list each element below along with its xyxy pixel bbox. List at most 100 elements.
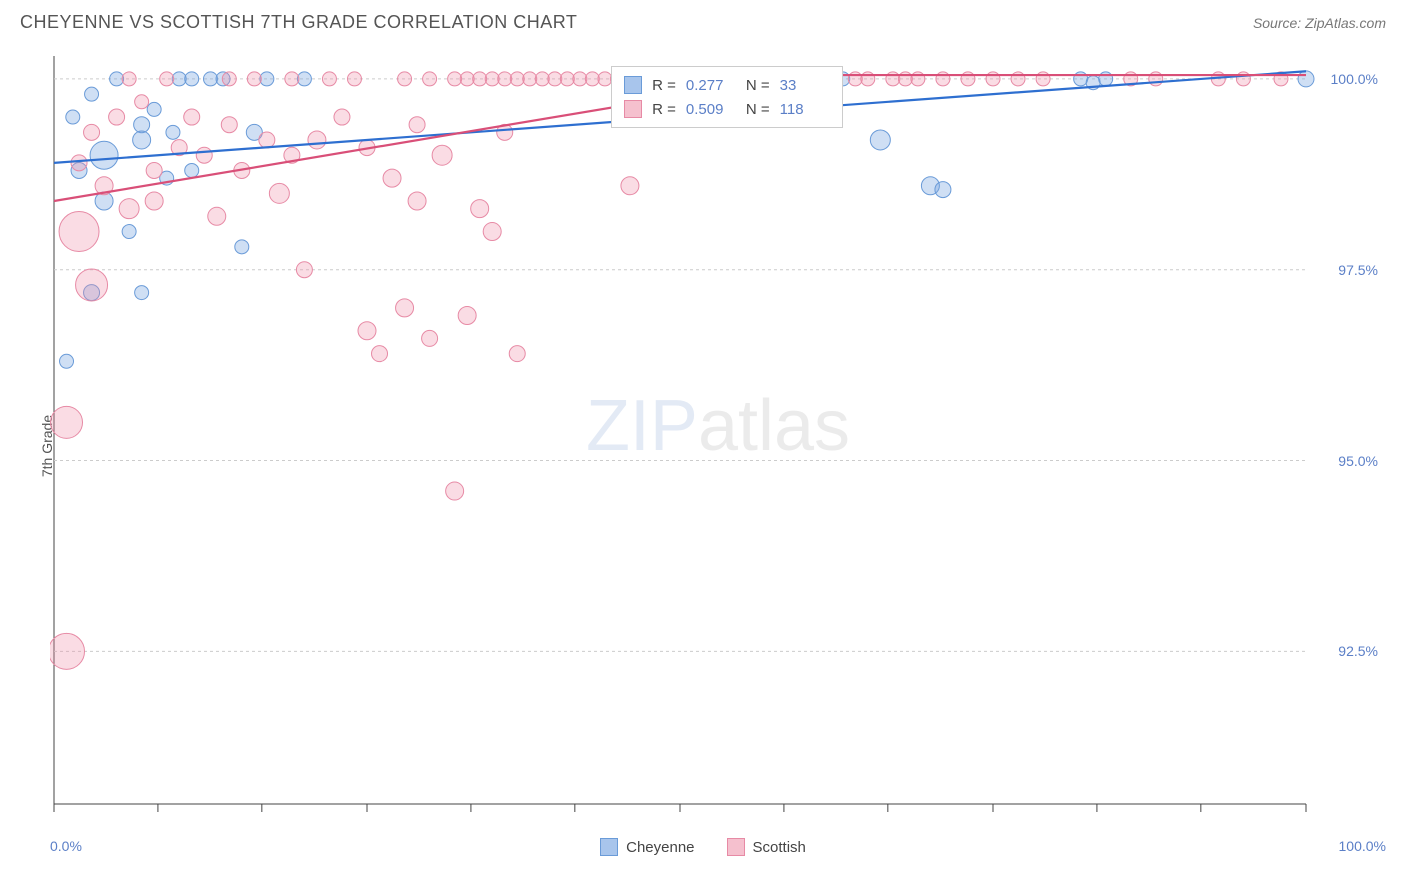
data-point [398, 72, 412, 86]
data-point [260, 72, 274, 86]
data-point [196, 147, 212, 163]
data-point [135, 95, 149, 109]
data-point [458, 307, 476, 325]
data-point [573, 72, 587, 86]
data-point [560, 72, 574, 86]
data-point [285, 72, 299, 86]
y-tick-label: 97.5% [1338, 262, 1378, 278]
data-point [548, 72, 562, 86]
data-point [50, 633, 85, 669]
data-point [51, 406, 83, 438]
data-point [372, 346, 388, 362]
data-point [347, 72, 361, 86]
data-point [185, 163, 199, 177]
stat-n-value: 118 [780, 101, 830, 118]
data-point [71, 155, 87, 171]
data-point [119, 199, 139, 219]
data-point [483, 223, 501, 241]
data-point [334, 109, 350, 125]
source-label: Source: ZipAtlas.com [1253, 15, 1386, 31]
data-point [498, 72, 512, 86]
data-point [85, 87, 99, 101]
data-point [146, 162, 162, 178]
legend-swatch [624, 76, 642, 94]
stat-r-label: R = [652, 101, 676, 118]
legend-row: R = 0.509 N = 118 [624, 97, 830, 121]
data-point [523, 72, 537, 86]
data-point [160, 72, 174, 86]
data-point [247, 72, 261, 86]
data-point [358, 322, 376, 340]
data-point [66, 110, 80, 124]
data-point [110, 72, 124, 86]
data-point [259, 132, 275, 148]
stat-n-value: 33 [780, 77, 830, 94]
data-point [135, 286, 149, 300]
data-point [76, 269, 108, 301]
chart-area: ZIPatlas R =0.277N =33R =0.509N =118 100… [50, 52, 1386, 832]
data-point [208, 207, 226, 225]
data-point [585, 72, 599, 86]
data-point [598, 72, 612, 86]
legend-swatch [727, 838, 745, 856]
stat-n-label: N = [746, 101, 770, 118]
legend-label: Cheyenne [626, 839, 694, 856]
stat-r-value: 0.509 [686, 101, 736, 118]
data-point [222, 72, 236, 86]
data-point [297, 72, 311, 86]
legend-item: Scottish [727, 838, 806, 856]
data-point [621, 177, 639, 195]
data-point [235, 240, 249, 254]
data-point [485, 72, 499, 86]
data-point [59, 212, 99, 252]
data-point [172, 72, 186, 86]
data-point [204, 72, 218, 86]
data-point [133, 131, 151, 149]
data-point [134, 117, 150, 133]
data-point [509, 346, 525, 362]
data-point [122, 72, 136, 86]
data-point [296, 262, 312, 278]
data-point [535, 72, 549, 86]
data-point [185, 72, 199, 86]
data-point [166, 125, 180, 139]
data-point [122, 225, 136, 239]
data-point [409, 117, 425, 133]
data-point [269, 183, 289, 203]
data-point [145, 192, 163, 210]
data-point [396, 299, 414, 317]
data-point [60, 354, 74, 368]
legend-row: R =0.277N =33 [624, 73, 830, 97]
data-point [870, 130, 890, 150]
data-point [308, 131, 326, 149]
data-point [510, 72, 524, 86]
data-point [423, 72, 437, 86]
data-point [446, 482, 464, 500]
y-tick-label: 95.0% [1338, 453, 1378, 469]
data-point [471, 200, 489, 218]
data-point [448, 72, 462, 86]
data-point [109, 109, 125, 125]
data-point [1298, 71, 1314, 87]
data-point [935, 182, 951, 198]
data-point [147, 102, 161, 116]
stat-r-label: R = [652, 77, 676, 94]
data-point [408, 192, 426, 210]
chart-title: CHEYENNE VS SCOTTISH 7TH GRADE CORRELATI… [20, 12, 577, 33]
data-point [460, 72, 474, 86]
legend-label: Scottish [753, 839, 806, 856]
legend-swatch [624, 100, 642, 118]
data-point [383, 169, 401, 187]
data-point [221, 117, 237, 133]
data-point [84, 124, 100, 140]
stat-r-value: 0.277 [686, 77, 736, 94]
data-point [184, 109, 200, 125]
y-tick-label: 100.0% [1331, 71, 1378, 87]
data-point [322, 72, 336, 86]
stats-legend: R = 0.277 N = 33 R = 0.509 N = 118 [611, 66, 843, 128]
data-point [422, 330, 438, 346]
legend-item: Cheyenne [600, 838, 694, 856]
data-point [473, 72, 487, 86]
scatter-plot [50, 52, 1386, 832]
series-legend: Cheyenne Scottish [0, 838, 1406, 856]
